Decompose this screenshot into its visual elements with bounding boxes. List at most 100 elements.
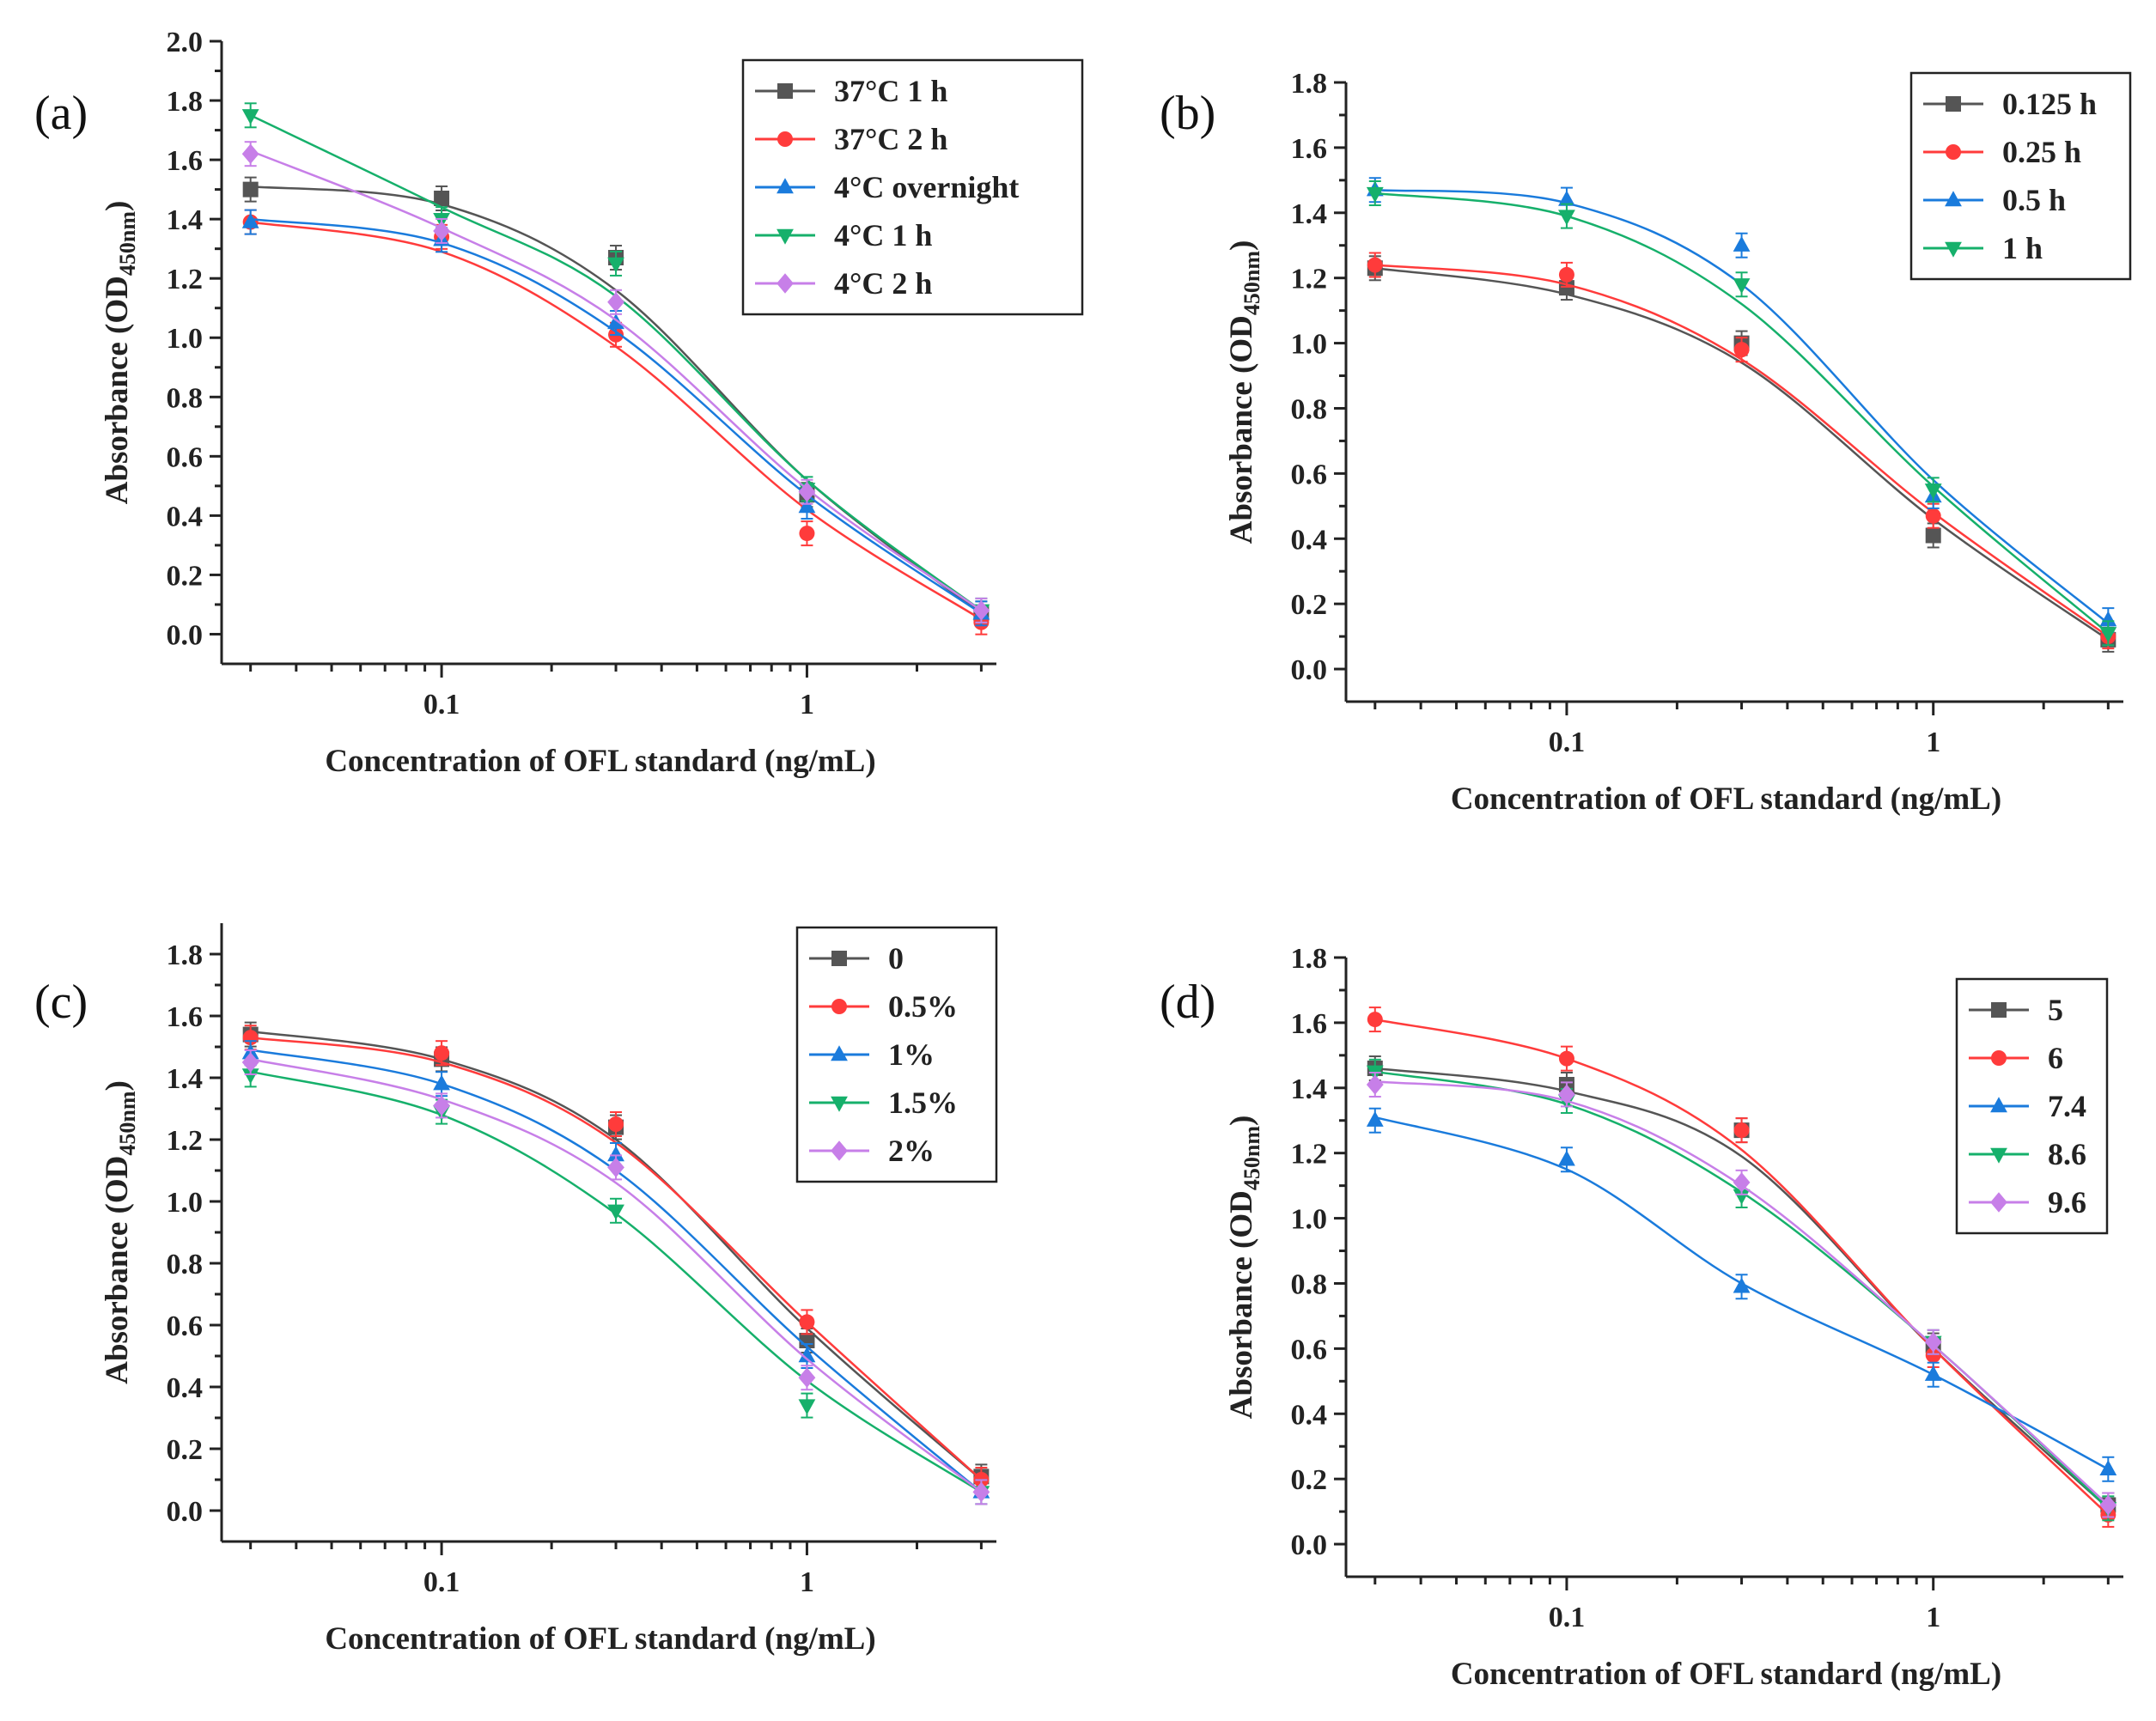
legend-label: 9.6 bbox=[2048, 1185, 2086, 1219]
y-tick-label: 1.2 bbox=[1291, 264, 1328, 295]
data-point bbox=[1733, 1172, 1751, 1193]
data-point bbox=[607, 292, 624, 313]
data-point bbox=[607, 1146, 624, 1162]
x-tick-label: 1 bbox=[800, 689, 814, 721]
chart-panel: (c) 0.0 0.2 0.4 0.6 0.8 1.0 1.2 1.4 1.6 1.8 0.1 1 Con… bbox=[34, 923, 998, 1657]
data-point bbox=[433, 1095, 450, 1116]
y-tick-label: 1.2 bbox=[1291, 1139, 1328, 1171]
data-point bbox=[798, 497, 816, 514]
data-point bbox=[972, 600, 990, 621]
data-point bbox=[607, 1157, 624, 1178]
x-tick-label: 1 bbox=[1926, 727, 1940, 758]
legend-label: 0.25 h bbox=[2002, 135, 2081, 169]
data-point bbox=[2099, 611, 2117, 627]
y-tick-label: 0.2 bbox=[167, 560, 204, 592]
data-point bbox=[798, 1399, 816, 1415]
legend-label: 37°C 2 h bbox=[834, 122, 947, 156]
y-tick-label: 0.2 bbox=[1291, 1464, 1328, 1496]
x-tick-label: 0.1 bbox=[1549, 1602, 1586, 1633]
legend-swatch-marker bbox=[1991, 1050, 2007, 1066]
y-tick-label: 1.8 bbox=[167, 940, 204, 971]
legend-swatch-marker bbox=[1946, 96, 1961, 112]
data-point bbox=[1367, 257, 1383, 273]
y-tick-label: 0.2 bbox=[1291, 589, 1328, 621]
data-point bbox=[241, 1068, 259, 1085]
chart-panel: (b) 0.0 0.2 0.4 0.6 0.8 1.0 1.2 1.4 1.6 1.8 0.1 1 Con… bbox=[1160, 68, 2132, 817]
x-tick-label: 0.1 bbox=[423, 1566, 460, 1598]
y-tick-label: 0.4 bbox=[167, 1372, 204, 1404]
legend-swatch-marker bbox=[1990, 1192, 2007, 1213]
data-point bbox=[1558, 1150, 1575, 1166]
series bbox=[241, 141, 990, 623]
legend-label: 0.125 h bbox=[2002, 87, 2097, 121]
data-point bbox=[1558, 266, 1574, 283]
legend-swatch-marker bbox=[831, 951, 847, 966]
legend-swatch-marker bbox=[1991, 1002, 2007, 1018]
x-axis-title: Concentration of OFL standard (ng/mL) bbox=[325, 744, 875, 779]
y-tick-label: 0.6 bbox=[1291, 459, 1328, 490]
fit-curve bbox=[250, 149, 983, 611]
legend-label: 0 bbox=[888, 941, 904, 976]
y-tick-label: 1.8 bbox=[1291, 68, 1328, 100]
y-tick-label: 0.2 bbox=[167, 1434, 204, 1466]
y-tick-label: 1.0 bbox=[1291, 1204, 1328, 1236]
x-tick-label: 1 bbox=[1926, 1602, 1940, 1633]
data-point bbox=[1925, 1347, 1941, 1363]
legend-label: 4°C 2 h bbox=[834, 266, 932, 301]
fit-curve bbox=[1374, 192, 2110, 635]
y-tick-label: 1.6 bbox=[167, 145, 204, 177]
legend: 5 6 7.4 8.6 9.6 bbox=[1955, 977, 2109, 1235]
fit-curve bbox=[250, 1049, 983, 1493]
data-point bbox=[608, 1116, 624, 1132]
legend-label: 2% bbox=[888, 1134, 935, 1168]
data-point bbox=[434, 190, 450, 206]
data-point bbox=[2099, 1459, 2117, 1475]
legend-swatch-marker bbox=[831, 1140, 848, 1161]
legend-swatch-marker bbox=[831, 999, 847, 1014]
legend: 0.125 h 0.25 h 0.5 h 1 h bbox=[1909, 71, 2132, 281]
y-tick-label: 0.8 bbox=[167, 1249, 204, 1280]
x-axis-title: Concentration of OFL standard (ng/mL) bbox=[325, 1621, 875, 1657]
y-tick-label: 0.0 bbox=[1291, 654, 1328, 686]
y-axis-title: Absorbance (OD450nm) bbox=[100, 201, 140, 505]
chart-panel: (a) 0.0 0.2 0.4 0.6 0.8 1.0 1.2 1.4 1.6 1.8 2.0 0.1 1… bbox=[34, 27, 1084, 779]
data-point bbox=[1367, 1012, 1383, 1028]
legend-label: 7.4 bbox=[2048, 1089, 2086, 1123]
data-point bbox=[798, 482, 816, 502]
legend-swatch-marker bbox=[831, 1096, 848, 1112]
y-tick-label: 0.4 bbox=[1291, 524, 1328, 556]
legend-label: 1% bbox=[888, 1037, 935, 1072]
data-point bbox=[1925, 527, 1941, 544]
y-tick-label: 0.0 bbox=[167, 1496, 204, 1528]
data-point bbox=[1366, 1110, 1384, 1127]
data-point bbox=[799, 1314, 815, 1330]
y-tick-label: 0.6 bbox=[167, 441, 204, 473]
legend-swatch-marker bbox=[1946, 144, 1961, 160]
data-point bbox=[241, 109, 259, 125]
legend-label: 6 bbox=[2048, 1041, 2063, 1075]
legend-swatch-marker bbox=[1945, 241, 1962, 258]
legend: 0 0.5% 1% 1.5% 2% bbox=[795, 926, 998, 1183]
data-point bbox=[1924, 483, 1942, 500]
data-point bbox=[972, 1481, 990, 1503]
y-axis-title: Absorbance (OD450nm) bbox=[100, 1080, 140, 1384]
x-tick-label: 0.1 bbox=[1549, 727, 1586, 758]
series bbox=[1366, 1071, 2117, 1518]
panel-label: (b) bbox=[1160, 87, 1215, 140]
data-point bbox=[2099, 1494, 2117, 1516]
y-tick-label: 0.0 bbox=[167, 619, 204, 651]
data-point bbox=[1733, 1122, 1750, 1139]
data-point bbox=[241, 212, 259, 228]
y-tick-label: 1.8 bbox=[1291, 943, 1328, 975]
data-point bbox=[798, 1347, 816, 1363]
series bbox=[241, 1049, 990, 1505]
series bbox=[1366, 180, 2117, 647]
y-tick-label: 0.8 bbox=[1291, 1268, 1328, 1300]
data-point bbox=[798, 1367, 816, 1388]
data-point bbox=[1925, 508, 1941, 524]
y-tick-label: 0.6 bbox=[1291, 1334, 1328, 1365]
legend-swatch-marker bbox=[777, 131, 793, 147]
data-point bbox=[242, 181, 259, 198]
legend-label: 4°C overnight bbox=[834, 170, 1019, 204]
